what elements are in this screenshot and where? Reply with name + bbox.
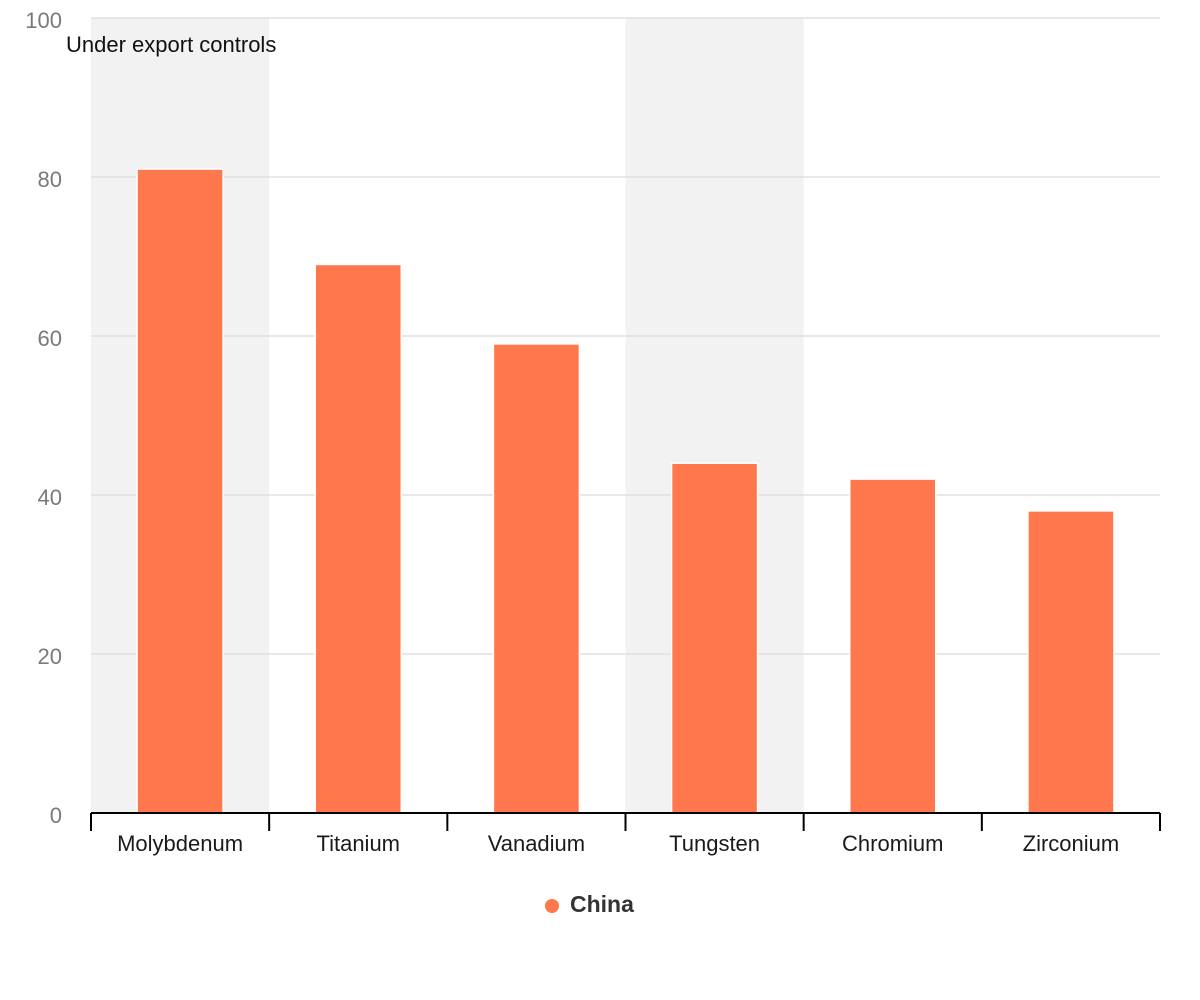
highlight-bands — [91, 18, 804, 813]
legend-label-china: China — [570, 891, 634, 917]
y-tick-label: 60 — [38, 326, 62, 351]
legend-marker-china — [545, 899, 559, 913]
bar-vanadium[interactable] — [492, 343, 581, 814]
x-axis-ticks: Molybdenum Titanium Vanadium Tungsten Chromi… — [117, 831, 1119, 856]
y-tick-label: 100 — [25, 8, 62, 33]
bar-chromium[interactable] — [849, 478, 937, 814]
gridlines — [91, 17, 1160, 655]
y-tick-label: 20 — [38, 644, 62, 669]
bar-titanium[interactable] — [314, 263, 402, 814]
y-tick-label: 80 — [38, 167, 62, 192]
bar-zirconium[interactable] — [1027, 510, 1115, 814]
x-tick-label: Tungsten — [669, 831, 760, 856]
y-tick-label: 40 — [38, 485, 62, 510]
x-tick-label: Titanium — [316, 831, 400, 856]
bar-tungsten[interactable] — [670, 462, 759, 814]
x-axis — [90, 812, 1161, 831]
export-controls-label: Under export controls — [66, 32, 276, 57]
legend[interactable]: China — [545, 891, 634, 917]
bars — [136, 168, 1115, 814]
bar-molybdenum[interactable] — [136, 168, 224, 814]
x-tick-label: Vanadium — [488, 831, 585, 856]
y-tick-label: 0 — [50, 803, 62, 828]
x-tick-label: Zirconium — [1023, 831, 1120, 856]
x-tick-label: Molybdenum — [117, 831, 243, 856]
x-tick-label: Chromium — [842, 831, 943, 856]
y-axis-ticks: 0 20 40 60 80 100 — [25, 8, 62, 828]
